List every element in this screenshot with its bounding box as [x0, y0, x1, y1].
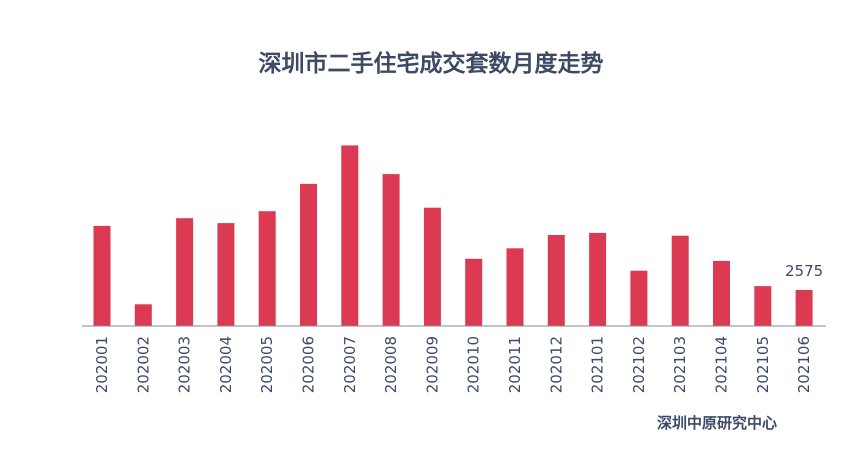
x-tick-label: 202101: [589, 336, 607, 393]
bar-202106: [795, 289, 813, 326]
x-tick-label: 202008: [382, 336, 400, 393]
x-tick-label: 202102: [630, 336, 648, 393]
x-tick-label: 202011: [506, 336, 524, 393]
bar-202004: [217, 223, 235, 326]
x-tick-label: 202006: [300, 336, 318, 393]
bar-202102: [630, 270, 648, 326]
bar-202103: [671, 235, 689, 326]
x-tick-label: 202003: [176, 336, 194, 393]
bar-202105: [754, 286, 772, 326]
bars-group: [93, 145, 813, 326]
x-tick-label: 202104: [713, 336, 731, 393]
bar-202010: [465, 258, 483, 326]
x-tick-label: 202007: [341, 336, 359, 393]
x-tick-label: 202012: [547, 336, 565, 393]
bar-202007: [341, 145, 359, 326]
bar-202005: [258, 211, 276, 326]
bar-202011: [506, 248, 524, 326]
source-note: 深圳中原研究中心: [657, 414, 778, 432]
x-tick-label: 202106: [795, 336, 813, 393]
x-tick-label: 202004: [217, 336, 235, 393]
x-tick-label: 202001: [93, 336, 111, 393]
data-label: 2575: [785, 262, 823, 280]
bar-202003: [176, 218, 194, 326]
bar-202002: [134, 304, 152, 326]
x-tick-label: 202103: [671, 336, 689, 393]
chart-title: 深圳市二手住宅成交套数月度走势: [258, 51, 604, 77]
bar-202104: [713, 260, 730, 326]
bar-202008: [382, 174, 400, 326]
x-tick-label: 202002: [134, 336, 152, 393]
x-tick-labels: 202001 202002 202003 202004 202005 202006 2020…: [93, 336, 813, 393]
bar-202006: [300, 183, 317, 326]
x-tick-label: 202009: [423, 336, 441, 393]
bar-202012: [547, 235, 565, 326]
data-labels-group: 2575: [785, 262, 823, 280]
bar-202001: [93, 225, 111, 326]
x-tick-label: 202005: [258, 336, 276, 393]
x-tick-label: 202105: [754, 336, 772, 393]
bar-202101: [589, 232, 607, 326]
bar-202009: [423, 207, 441, 326]
x-tick-label: 202010: [465, 336, 483, 393]
